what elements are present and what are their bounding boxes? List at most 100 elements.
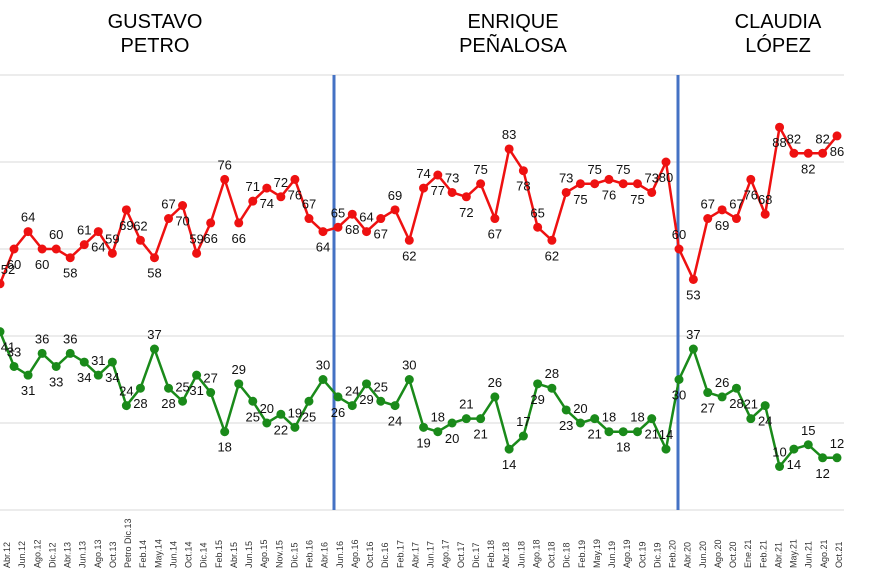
data-point — [135, 383, 145, 393]
data-label: 75 — [573, 192, 587, 207]
data-point — [775, 462, 785, 471]
data-point — [504, 144, 514, 154]
data-point — [51, 361, 61, 371]
tick-label: Feb.14 — [138, 540, 148, 568]
data-label: 10 — [772, 445, 786, 460]
data-label: 25 — [302, 409, 316, 424]
data-point — [121, 205, 131, 215]
data-label: 33 — [49, 374, 63, 389]
series-line — [0, 123, 838, 285]
data-point — [362, 227, 372, 237]
data-point — [333, 222, 343, 232]
tick-label: Ago.15 — [259, 539, 269, 568]
tick-label: Abr.16 — [320, 542, 330, 568]
period-name: ENRIQUE — [467, 11, 558, 33]
data-label: 25 — [246, 409, 260, 424]
data-label: 69 — [388, 188, 402, 203]
data-label: 67 — [729, 197, 743, 212]
tick-label: Feb.19 — [577, 540, 587, 568]
data-point — [803, 440, 813, 450]
data-label: 30 — [672, 388, 686, 403]
data-point — [390, 401, 400, 411]
data-point — [547, 383, 557, 393]
data-point — [461, 192, 471, 202]
data-point — [647, 414, 657, 424]
data-point — [433, 170, 443, 180]
data-label: 75 — [587, 162, 601, 177]
data-point — [149, 344, 159, 354]
data-point — [760, 401, 770, 411]
data-label: 21 — [645, 427, 659, 442]
data-point — [447, 187, 457, 197]
tick-label: Dic.17 — [471, 542, 481, 568]
data-label: 62 — [402, 248, 416, 263]
data-point — [262, 183, 272, 193]
data-point — [731, 383, 741, 393]
data-point — [65, 348, 75, 358]
tick-label: Jun.13 — [78, 541, 88, 568]
data-point — [632, 179, 642, 189]
data-label: 86 — [830, 144, 844, 159]
data-point — [107, 248, 117, 258]
data-label: 61 — [77, 223, 91, 238]
data-point — [248, 396, 258, 406]
data-label: 75 — [473, 162, 487, 177]
tick-label: Abr.13 — [63, 542, 73, 568]
tick-label: Jun.21 — [804, 541, 814, 568]
data-label: 28 — [133, 396, 147, 411]
data-point — [433, 427, 443, 437]
data-label: 37 — [686, 327, 700, 342]
data-label: 66 — [232, 231, 246, 246]
data-label: 65 — [530, 205, 544, 220]
data-label: 36 — [63, 331, 77, 346]
data-point — [547, 235, 557, 245]
data-point — [362, 379, 372, 389]
data-label: 76 — [744, 187, 758, 202]
data-label: 82 — [801, 161, 815, 176]
tick-label: Oct.21 — [834, 541, 844, 568]
data-point — [318, 375, 328, 384]
data-point — [533, 222, 543, 232]
data-label: 64 — [316, 240, 330, 255]
data-point — [164, 383, 174, 393]
data-point — [276, 409, 286, 419]
data-label: 31 — [91, 353, 105, 368]
tick-label: Dic.15 — [289, 542, 299, 568]
tick-label: Oct.18 — [547, 541, 557, 568]
period-name: GUSTAVO — [108, 11, 203, 33]
tick-label: Ago.13 — [93, 539, 103, 568]
tick-label: Feb.21 — [758, 540, 768, 568]
data-point — [304, 396, 314, 406]
tick-label: Jun.14 — [168, 541, 178, 568]
data-point — [192, 248, 202, 258]
data-label: 29 — [530, 392, 544, 407]
data-label: 58 — [63, 266, 77, 281]
tick-label: Oct.13 — [108, 541, 118, 568]
period-name: CLAUDIA — [735, 11, 822, 33]
tick-label: Oct.20 — [728, 541, 738, 568]
data-point — [518, 166, 528, 176]
tick-label: May.14 — [153, 539, 163, 568]
data-point — [234, 379, 244, 389]
data-point — [290, 422, 300, 432]
data-point — [79, 240, 89, 250]
data-label: 52 — [1, 262, 15, 277]
tick-label: Jun.17 — [426, 541, 436, 568]
data-label: 83 — [502, 127, 516, 142]
data-point — [590, 414, 600, 424]
data-point — [618, 179, 628, 189]
tick-label: Oct.14 — [184, 541, 194, 568]
data-label: 59 — [189, 231, 203, 246]
data-point — [674, 375, 684, 384]
data-point — [604, 427, 614, 437]
data-point — [234, 218, 244, 228]
data-label: 28 — [729, 396, 743, 411]
data-point — [121, 401, 131, 411]
data-label: 64 — [21, 210, 35, 225]
data-point — [333, 392, 343, 402]
data-label: 29 — [232, 362, 246, 377]
data-point — [717, 205, 727, 215]
